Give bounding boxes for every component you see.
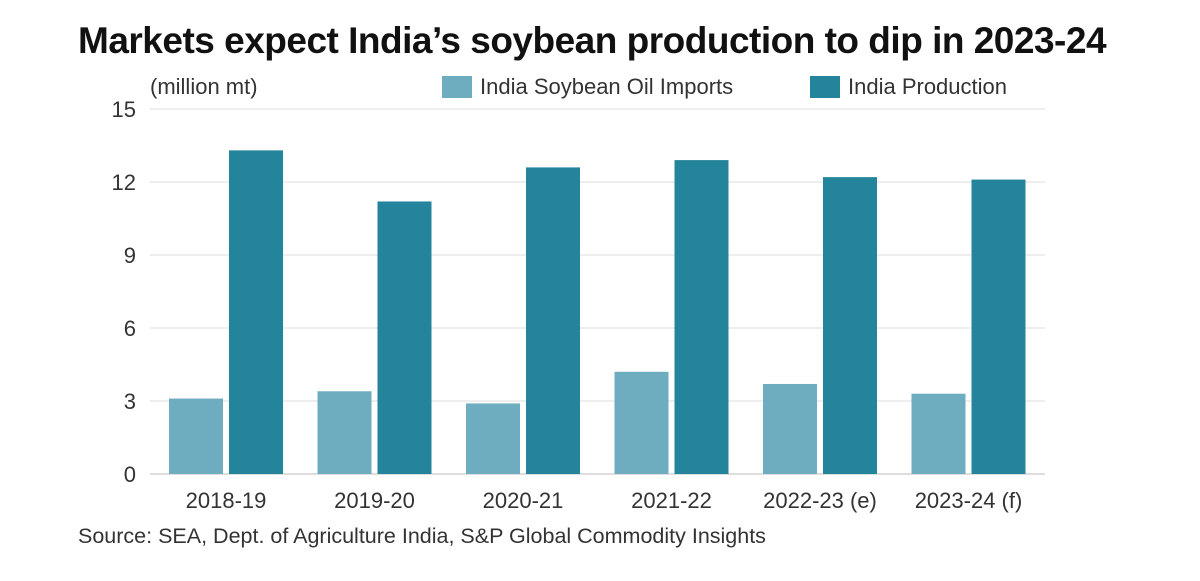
x-tick-label-0: 2018-19 <box>186 488 267 513</box>
bar-production-2019-20 <box>377 201 432 474</box>
legend-swatch-production <box>810 76 840 98</box>
bar-production-2018-19 <box>229 150 283 474</box>
x-tick-label-3: 2021-22 <box>631 488 712 513</box>
y-tick-label-9: 9 <box>124 243 136 268</box>
bar-production-2022-23-e <box>823 177 877 474</box>
x-tick-label-5: 2023-24 (f) <box>915 488 1023 513</box>
source-note: Source: SEA, Dept. of Agriculture India,… <box>78 524 766 548</box>
y-tick-label-0: 0 <box>124 462 136 487</box>
y-tick-label-6: 6 <box>124 316 136 341</box>
legend-item-production: India Production <box>810 74 1007 100</box>
x-tick-label-4: 2022-23 (e) <box>763 488 877 513</box>
bar-imports-2020-21 <box>466 403 520 474</box>
bar-production-2020-21 <box>526 167 580 474</box>
x-tick-label-2: 2020-21 <box>483 488 564 513</box>
bar-imports-2018-19 <box>169 398 223 474</box>
bar-imports-2023-24-f <box>911 393 966 474</box>
chart-title: Markets expect India’s soybean productio… <box>78 20 1107 61</box>
y-tick-label-12: 12 <box>112 170 136 195</box>
legend-swatch-imports <box>442 76 472 98</box>
y-unit-label: (million mt) <box>150 74 258 99</box>
y-tick-label-3: 3 <box>124 389 136 414</box>
bar-imports-2021-22 <box>614 371 669 474</box>
legend-label-production: India Production <box>848 74 1007 99</box>
x-tick-label-1: 2019-20 <box>334 488 415 513</box>
legend-label-imports: India Soybean Oil Imports <box>480 74 734 99</box>
y-tick-label-15: 15 <box>112 97 136 122</box>
bar-production-2021-22 <box>674 160 729 474</box>
legend-item-imports: India Soybean Oil Imports <box>442 74 733 100</box>
bar-production-2023-24-f <box>971 179 1026 475</box>
bar-imports-2022-23-e <box>763 383 817 474</box>
bar-imports-2019-20 <box>317 391 372 474</box>
